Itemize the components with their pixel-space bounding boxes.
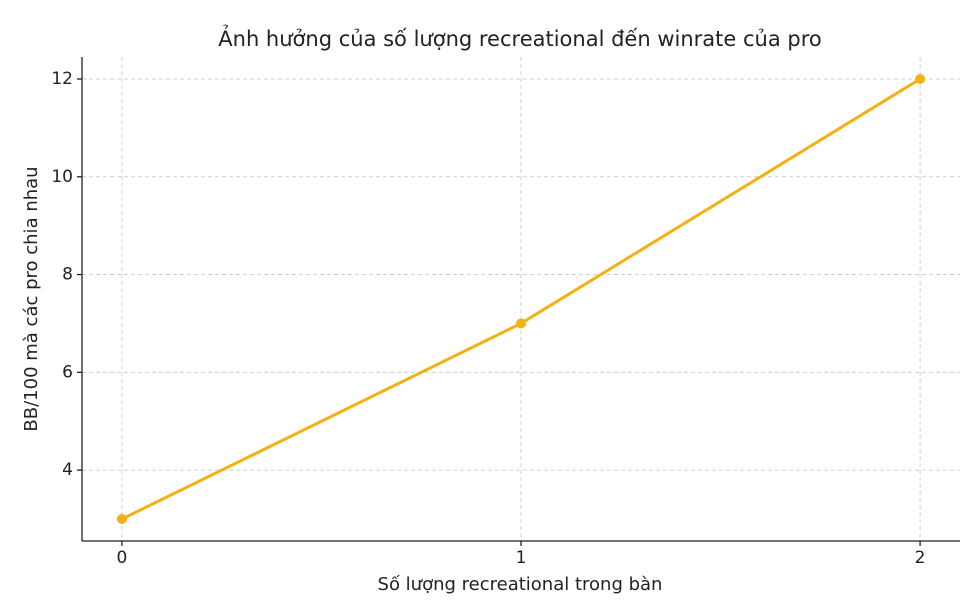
y-tick-label: 8 (62, 265, 73, 285)
y-axis-label: BB/100 mà các pro chia nhau (21, 166, 42, 431)
point (116, 514, 127, 524)
x-tick-label: 1 (516, 548, 527, 568)
y-tick-label: 10 (51, 167, 73, 187)
y-tick-label: 6 (62, 362, 73, 382)
x-tick-label: 0 (116, 548, 127, 568)
y-tick-label: 4 (62, 460, 73, 480)
x-axis-label: Số lượng recreational trong bàn (378, 574, 663, 595)
x-tick-label: 2 (915, 548, 926, 568)
chart-title: Ảnh hưởng của số lượng recreational đến … (218, 25, 821, 51)
y-tick-label: 12 (51, 69, 73, 89)
point (516, 318, 526, 329)
point (915, 74, 926, 84)
